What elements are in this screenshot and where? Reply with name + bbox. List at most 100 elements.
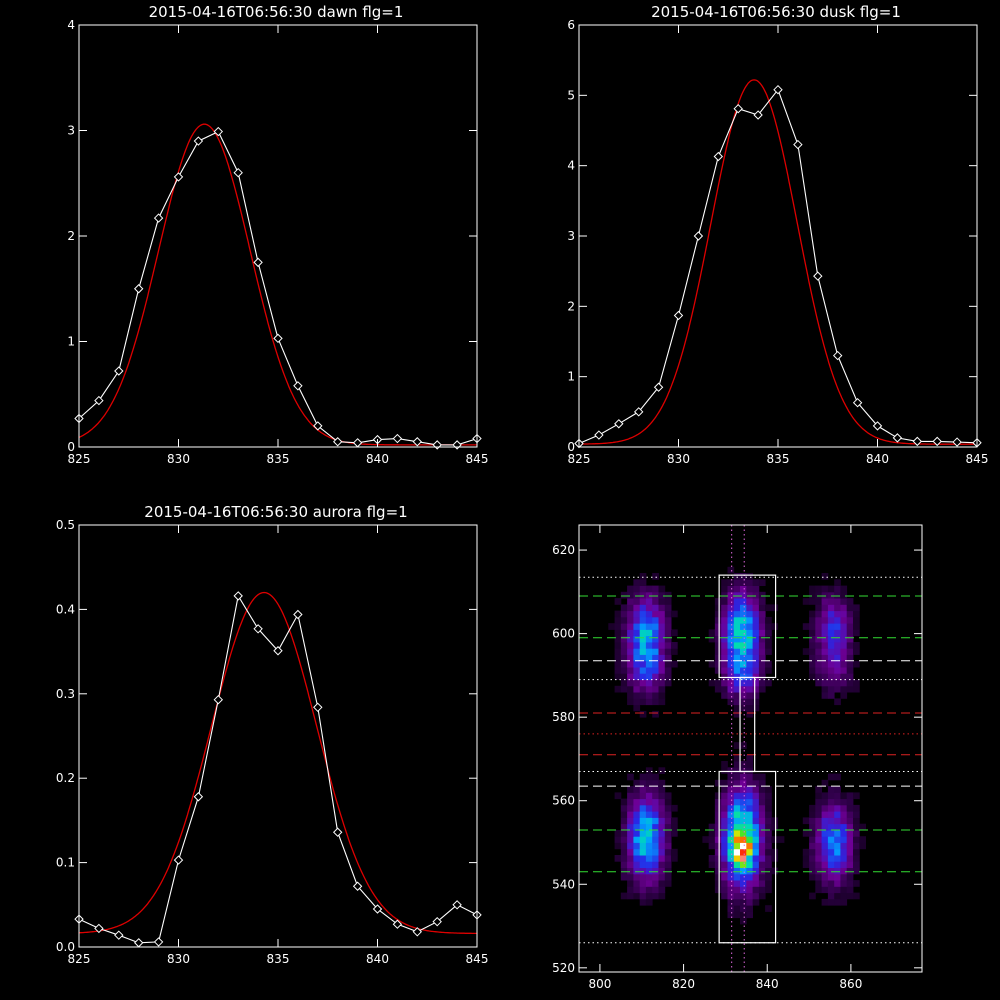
heatmap-cell xyxy=(815,654,822,662)
dusk-data-point xyxy=(793,139,803,150)
heatmap-cell xyxy=(633,892,641,900)
heatmap-cell xyxy=(639,673,647,680)
heatmap-cell xyxy=(727,786,735,793)
heatmap-cell xyxy=(658,635,666,643)
heatmap-cell xyxy=(758,873,766,881)
heatmap-cell xyxy=(840,604,848,612)
heatmap-cell xyxy=(846,836,854,843)
heatmap-cell xyxy=(652,585,659,593)
heatmap-cell xyxy=(645,811,653,818)
heatmap-cell xyxy=(733,898,741,906)
aurora-data-point xyxy=(372,904,383,914)
heatmap-cell xyxy=(846,873,854,881)
heatmap-cell xyxy=(827,873,835,881)
heatmap-cell xyxy=(846,848,854,856)
aurora-data-point xyxy=(352,881,363,891)
heatmap-cell xyxy=(815,855,822,862)
heatmap-cell xyxy=(708,836,716,843)
heatmap-cell xyxy=(671,848,678,856)
heatmap-cell xyxy=(652,836,659,843)
heatmap-cell xyxy=(758,604,766,612)
heatmap-cell xyxy=(809,867,816,875)
heatmap-cell xyxy=(664,804,672,812)
heatmap-cell xyxy=(859,823,866,831)
heatmap-cell xyxy=(658,767,666,774)
heatmap-cell xyxy=(752,616,760,624)
heatmap-cell xyxy=(827,623,835,630)
heatmap-cell xyxy=(853,823,860,831)
heatmap-cell xyxy=(658,585,666,593)
heatmap-cell xyxy=(664,635,672,643)
heatmap-cell xyxy=(627,604,634,612)
heatmap-cell xyxy=(834,629,841,637)
heatmap-cell xyxy=(633,579,641,586)
heatmap-cell xyxy=(827,667,835,674)
heatmap-cell xyxy=(765,823,772,831)
heatmap-cell xyxy=(771,623,779,630)
dusk-data-point xyxy=(932,436,942,447)
heatmap-cell xyxy=(840,867,848,875)
heatmap-cell xyxy=(746,873,753,881)
heatmap-cell xyxy=(846,792,854,800)
heatmap-cell xyxy=(658,673,666,680)
heatmap-cell xyxy=(840,892,848,900)
heatmap-cell xyxy=(671,855,678,862)
heatmap-cell xyxy=(620,679,628,687)
heatmap-cell xyxy=(733,761,741,768)
dawn-fit-curve xyxy=(78,123,477,446)
dawn-data-point xyxy=(193,136,204,146)
heatmap-cell xyxy=(652,848,659,856)
heatmap-cell xyxy=(746,886,753,894)
heatmap-cell xyxy=(827,654,835,662)
heatmap-cell xyxy=(746,604,753,612)
heatmap-cell xyxy=(645,598,653,605)
heatmap-cell xyxy=(614,642,622,649)
heatmap-cell xyxy=(727,667,735,674)
heatmap-cell xyxy=(652,610,659,618)
heatmap-cell xyxy=(827,861,835,868)
heatmap-cell xyxy=(708,679,716,687)
heatmap-cell xyxy=(633,842,641,850)
heatmap-cell xyxy=(746,898,753,906)
heatmap-cell xyxy=(614,629,622,637)
heatmap-cell xyxy=(809,842,816,850)
heatmap-cell xyxy=(658,679,666,687)
heatmap-cell xyxy=(834,673,841,680)
heatmap-cell xyxy=(834,861,841,868)
heatmap-cell xyxy=(620,848,628,856)
heatmap-cell xyxy=(821,667,829,674)
heatmap-cell xyxy=(620,830,628,837)
heatmap-cell xyxy=(746,616,753,624)
image-ytick-label: 520 xyxy=(552,961,575,975)
heatmap-cell xyxy=(627,886,634,894)
heatmap-cell xyxy=(758,855,766,862)
heatmap-cell xyxy=(821,660,829,668)
heatmap-cell xyxy=(834,811,841,818)
heatmap-cell xyxy=(658,654,666,662)
heatmap-cell xyxy=(821,886,829,894)
dusk-title: 2015-04-16T06:56:30 dusk flg=1 xyxy=(651,3,901,21)
heatmap-cell xyxy=(827,598,835,605)
heatmap-cell xyxy=(815,679,822,687)
dawn-data-point xyxy=(173,172,184,182)
dawn-xtick-label: 845 xyxy=(466,452,489,466)
heatmap-cell xyxy=(645,629,653,637)
heatmap-cell xyxy=(853,830,860,837)
heatmap-cell xyxy=(821,679,829,687)
heatmap-cell xyxy=(633,667,641,674)
aurora-data-point xyxy=(273,646,283,656)
heatmap-cell xyxy=(639,773,647,781)
heatmap-cell xyxy=(652,635,659,643)
heatmap-cell xyxy=(727,598,735,605)
heatmap-cell xyxy=(840,830,848,837)
dusk-xtick-label: 835 xyxy=(767,452,790,466)
heatmap-cell xyxy=(733,855,741,862)
heatmap-cell xyxy=(733,811,741,818)
heatmap-cell xyxy=(658,685,666,693)
dusk-ytick-label: 2 xyxy=(567,299,575,313)
heatmap-cell xyxy=(733,679,741,687)
dawn-data-point xyxy=(392,433,403,444)
aurora-data-point xyxy=(233,591,243,601)
dawn-xtick-label: 840 xyxy=(366,452,389,466)
